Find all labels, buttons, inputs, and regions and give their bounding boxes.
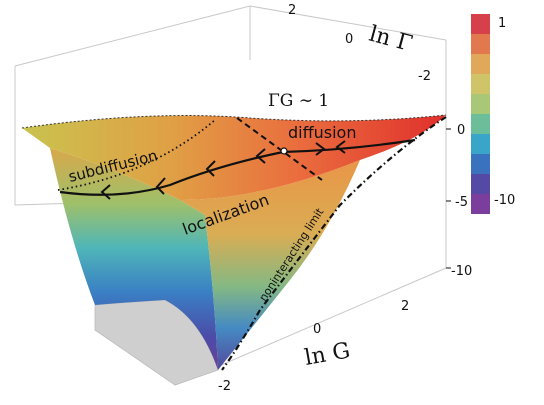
noninteracting-limit-line [221, 116, 447, 371]
label-crossover: ΓG ∼ 1 [268, 91, 329, 111]
surface-top-edge [21, 114, 447, 129]
colorbar-min-label: -10 [494, 193, 515, 208]
colorbar-swatch [471, 94, 490, 114]
colorbar-swatch [471, 114, 490, 134]
colorbar-swatch [471, 14, 490, 34]
lnG-tick-2: 2 [401, 299, 409, 314]
surface-middle [180, 160, 360, 370]
fixed-point-marker [280, 147, 288, 155]
z-tick-marks [446, 128, 451, 269]
lnG-tick-0: 0 [313, 322, 321, 337]
colorbar-swatch [471, 194, 490, 214]
colorbar-swatch [471, 34, 490, 54]
flow-arrows [100, 140, 346, 200]
lnGamma-tick-0: 0 [345, 32, 353, 47]
colorbar-swatch [471, 74, 490, 94]
colorbar-swatch [471, 54, 490, 74]
colorbar-swatch [471, 174, 490, 194]
z-tick-0: 0 [457, 123, 465, 138]
lnG-axis-label: ln G [303, 338, 352, 371]
colorbar-swatch [471, 154, 490, 174]
label-diffusion: diffusion [288, 123, 356, 142]
surface-top [22, 115, 446, 200]
z-tick-neg5: -5 [455, 195, 468, 210]
z-tick-neg10: -10 [451, 264, 472, 279]
crossover-line [236, 117, 323, 181]
colorbar-max-label: 1 [498, 16, 506, 31]
lnG-tick-neg2: -2 [218, 379, 231, 394]
lnGamma-tick-neg2: -2 [418, 69, 431, 84]
flow-line [59, 138, 416, 196]
subdiffusion-line [57, 119, 216, 191]
colorbar [471, 14, 490, 214]
colorbar-swatch [471, 134, 490, 154]
lnGamma-tick-2: 2 [288, 3, 296, 18]
surface-front [50, 148, 218, 370]
lnGamma-axis-label: ln Γ [366, 22, 414, 57]
